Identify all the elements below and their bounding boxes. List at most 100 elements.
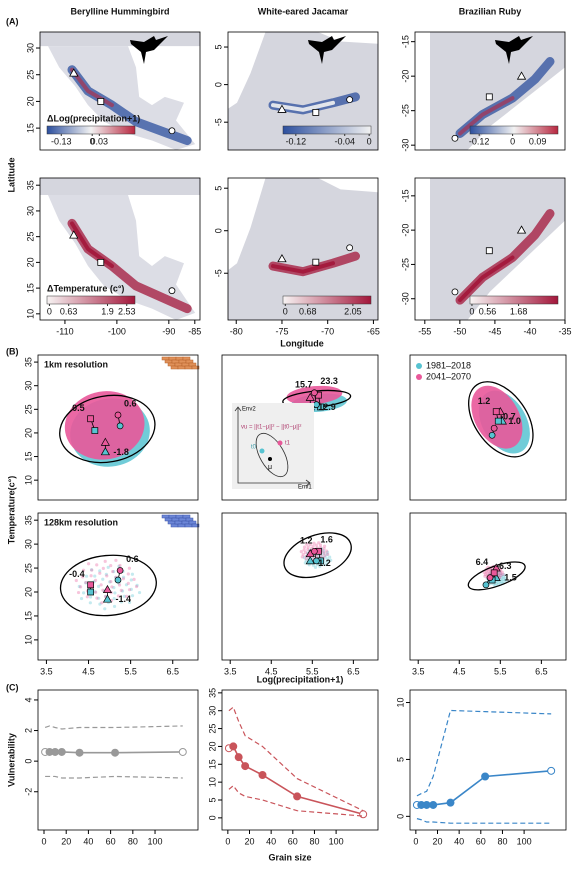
cloud-dot <box>299 549 303 554</box>
cloud-dot <box>120 589 125 593</box>
marker-triangle <box>305 392 315 401</box>
cloud-dot <box>93 574 97 578</box>
cloud-dot <box>119 588 123 592</box>
marker-square <box>87 581 94 589</box>
line <box>228 784 364 817</box>
panel <box>228 178 378 320</box>
marker-circle <box>116 567 124 574</box>
y-tick-label: 0 <box>395 814 405 819</box>
colorbar-tick-label: 0 <box>510 136 515 146</box>
marker-circle <box>346 244 354 252</box>
bird-icon <box>308 36 346 64</box>
y-tick-label: 25 <box>23 404 33 414</box>
grid-icon <box>177 523 186 528</box>
cloud-dot <box>101 577 105 581</box>
panel <box>59 391 156 467</box>
x-tick-label: 6.5 <box>347 666 360 676</box>
marker-square <box>87 588 94 596</box>
inset-label: μ <box>268 464 272 471</box>
marker-triangle <box>100 437 110 446</box>
cloud-dot <box>88 595 93 599</box>
cloud-dot <box>84 574 89 578</box>
marker-circle <box>451 288 459 296</box>
cloud-dot <box>328 555 332 559</box>
line <box>416 818 552 824</box>
marker-square <box>312 109 320 116</box>
grid-icon <box>174 362 183 367</box>
land <box>430 178 565 320</box>
value-label: -6.3 <box>496 561 512 571</box>
cloud-dot <box>502 573 506 577</box>
point <box>57 747 66 756</box>
cloud-dot <box>312 541 316 545</box>
bird-icon <box>495 36 533 64</box>
land <box>228 178 266 271</box>
x-tick-label: 20 <box>432 836 442 846</box>
cloud-dot <box>122 594 126 598</box>
x-tick-label: -50 <box>453 326 466 336</box>
y-tick-label: 0 <box>23 759 33 764</box>
cloud-dot <box>500 570 504 574</box>
y-tick-label: 10 <box>25 309 35 319</box>
marker-square <box>485 93 493 101</box>
colorbar <box>46 125 136 135</box>
cloud-dot <box>126 581 130 586</box>
y-tick-label: 25 <box>25 70 35 80</box>
cloud-dot <box>498 571 503 576</box>
grid-icon <box>161 514 170 519</box>
cloud-dot <box>311 563 315 567</box>
subtitle: 128km resolution <box>44 517 118 527</box>
cloud-dot <box>89 568 94 572</box>
cloud-dot <box>81 591 86 595</box>
marker-circle <box>346 96 354 104</box>
cloud-dot <box>129 578 133 582</box>
y-tick-label: 30 <box>25 206 35 216</box>
panel <box>415 32 565 150</box>
cloud-dot <box>76 590 81 595</box>
y-tick-label: 20 <box>207 741 217 751</box>
colorbar-tick-label: 0.63 <box>60 306 78 316</box>
cloud-dot <box>86 562 91 566</box>
axis-title: Vulnerability <box>6 733 16 787</box>
cloud-dot <box>304 558 308 563</box>
x-tick-label: 3.5 <box>412 666 425 676</box>
grid-icon <box>167 520 176 525</box>
cloud-dot <box>326 552 330 556</box>
cloud-dot <box>502 579 506 583</box>
x-tick-label: 4.5 <box>265 666 278 676</box>
cloud-dot <box>113 591 117 595</box>
cloud-dot <box>77 584 81 589</box>
legend-label: 1981–2018 <box>426 360 471 370</box>
cloud-dot <box>81 575 85 579</box>
x-tick-label: 6.5 <box>166 666 179 676</box>
inset-point <box>259 448 265 454</box>
cloud-dot <box>101 566 105 571</box>
cloud-dot <box>112 586 116 590</box>
point <box>75 748 84 757</box>
land <box>48 195 196 320</box>
cloud-dot <box>302 545 307 549</box>
panel-frame <box>221 512 379 661</box>
y-tick-label: -5 <box>213 269 223 277</box>
cloud-dot <box>103 559 107 563</box>
cloud-dot <box>321 549 326 553</box>
y-tick-label: 5 <box>207 797 217 802</box>
inset-axis-label: Env2 <box>242 407 256 413</box>
cloud-dot <box>108 580 112 584</box>
panel-label: (A) <box>6 16 19 26</box>
point <box>234 753 243 762</box>
x-tick-label: 40 <box>266 836 276 846</box>
panel <box>412 709 556 824</box>
cloud-dot <box>124 594 129 598</box>
y-tick-label: 20 <box>23 587 33 597</box>
panel-frame <box>221 689 379 831</box>
cloud-dot <box>95 596 99 600</box>
column-title: White-eared Jacamar <box>258 6 349 16</box>
grid-icon <box>188 520 197 525</box>
cloud-dot <box>132 577 136 581</box>
marker-square <box>492 408 500 416</box>
point <box>446 798 455 807</box>
cloud-dot <box>98 571 102 575</box>
cloud-dot <box>329 558 333 562</box>
cloud-dot <box>81 568 86 572</box>
